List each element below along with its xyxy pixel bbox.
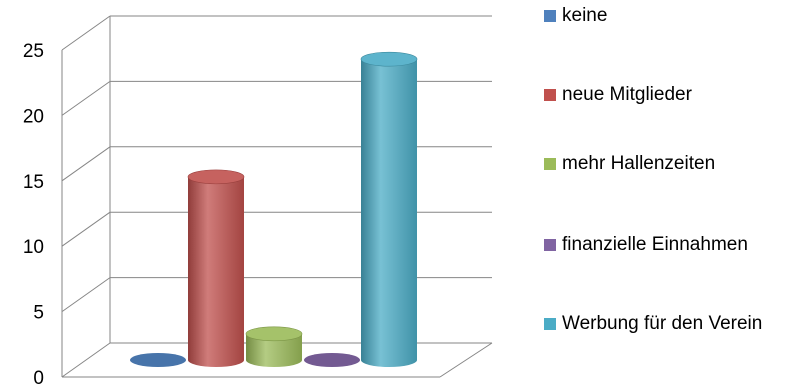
legend-label: finanzielle Einnahmen — [562, 234, 748, 255]
legend-item: keine — [544, 3, 782, 28]
bar — [130, 353, 186, 367]
bar — [360, 51, 418, 367]
y-tick-label: 15 — [23, 172, 44, 193]
legend-label: keine — [562, 5, 608, 26]
gridline — [61, 146, 492, 182]
gridline — [61, 15, 492, 51]
bar — [187, 169, 245, 367]
y-tick-label: 25 — [23, 41, 44, 62]
bars — [130, 51, 418, 367]
y-tick-label: 10 — [23, 237, 44, 258]
chart-walls — [61, 16, 493, 378]
y-axis-ticks: 0 5 10 15 20 25 — [23, 41, 44, 388]
bar — [245, 326, 303, 367]
gridline — [61, 211, 492, 247]
gridlines — [61, 15, 492, 378]
bar — [304, 353, 360, 367]
legend-swatch — [544, 158, 556, 170]
gridline — [61, 277, 492, 313]
y-tick-label: 5 — [33, 303, 44, 324]
y-tick-label: 0 — [33, 368, 44, 388]
legend-swatch — [544, 239, 556, 251]
y-tick-label: 20 — [23, 106, 44, 127]
legend-item: finanzielle Einnahmen — [544, 232, 782, 257]
legend-item: Werbung für den Verein — [544, 311, 782, 336]
legend-swatch — [544, 10, 556, 22]
legend-swatch — [544, 89, 556, 101]
legend-item: mehr Hallenzeiten — [544, 151, 782, 176]
gridline — [61, 80, 492, 116]
legend: keine neue Mitglieder mehr Hallenzeiten fin… — [544, 0, 803, 388]
legend-item: neue Mitglieder — [544, 82, 782, 107]
legend-swatch — [544, 318, 556, 330]
legend-label: Werbung für den Verein — [562, 313, 763, 334]
legend-label: mehr Hallenzeiten — [562, 153, 716, 174]
legend-label: neue Mitglieder — [562, 84, 692, 105]
chart-plot: 0 5 10 15 20 25 — [23, 15, 493, 388]
